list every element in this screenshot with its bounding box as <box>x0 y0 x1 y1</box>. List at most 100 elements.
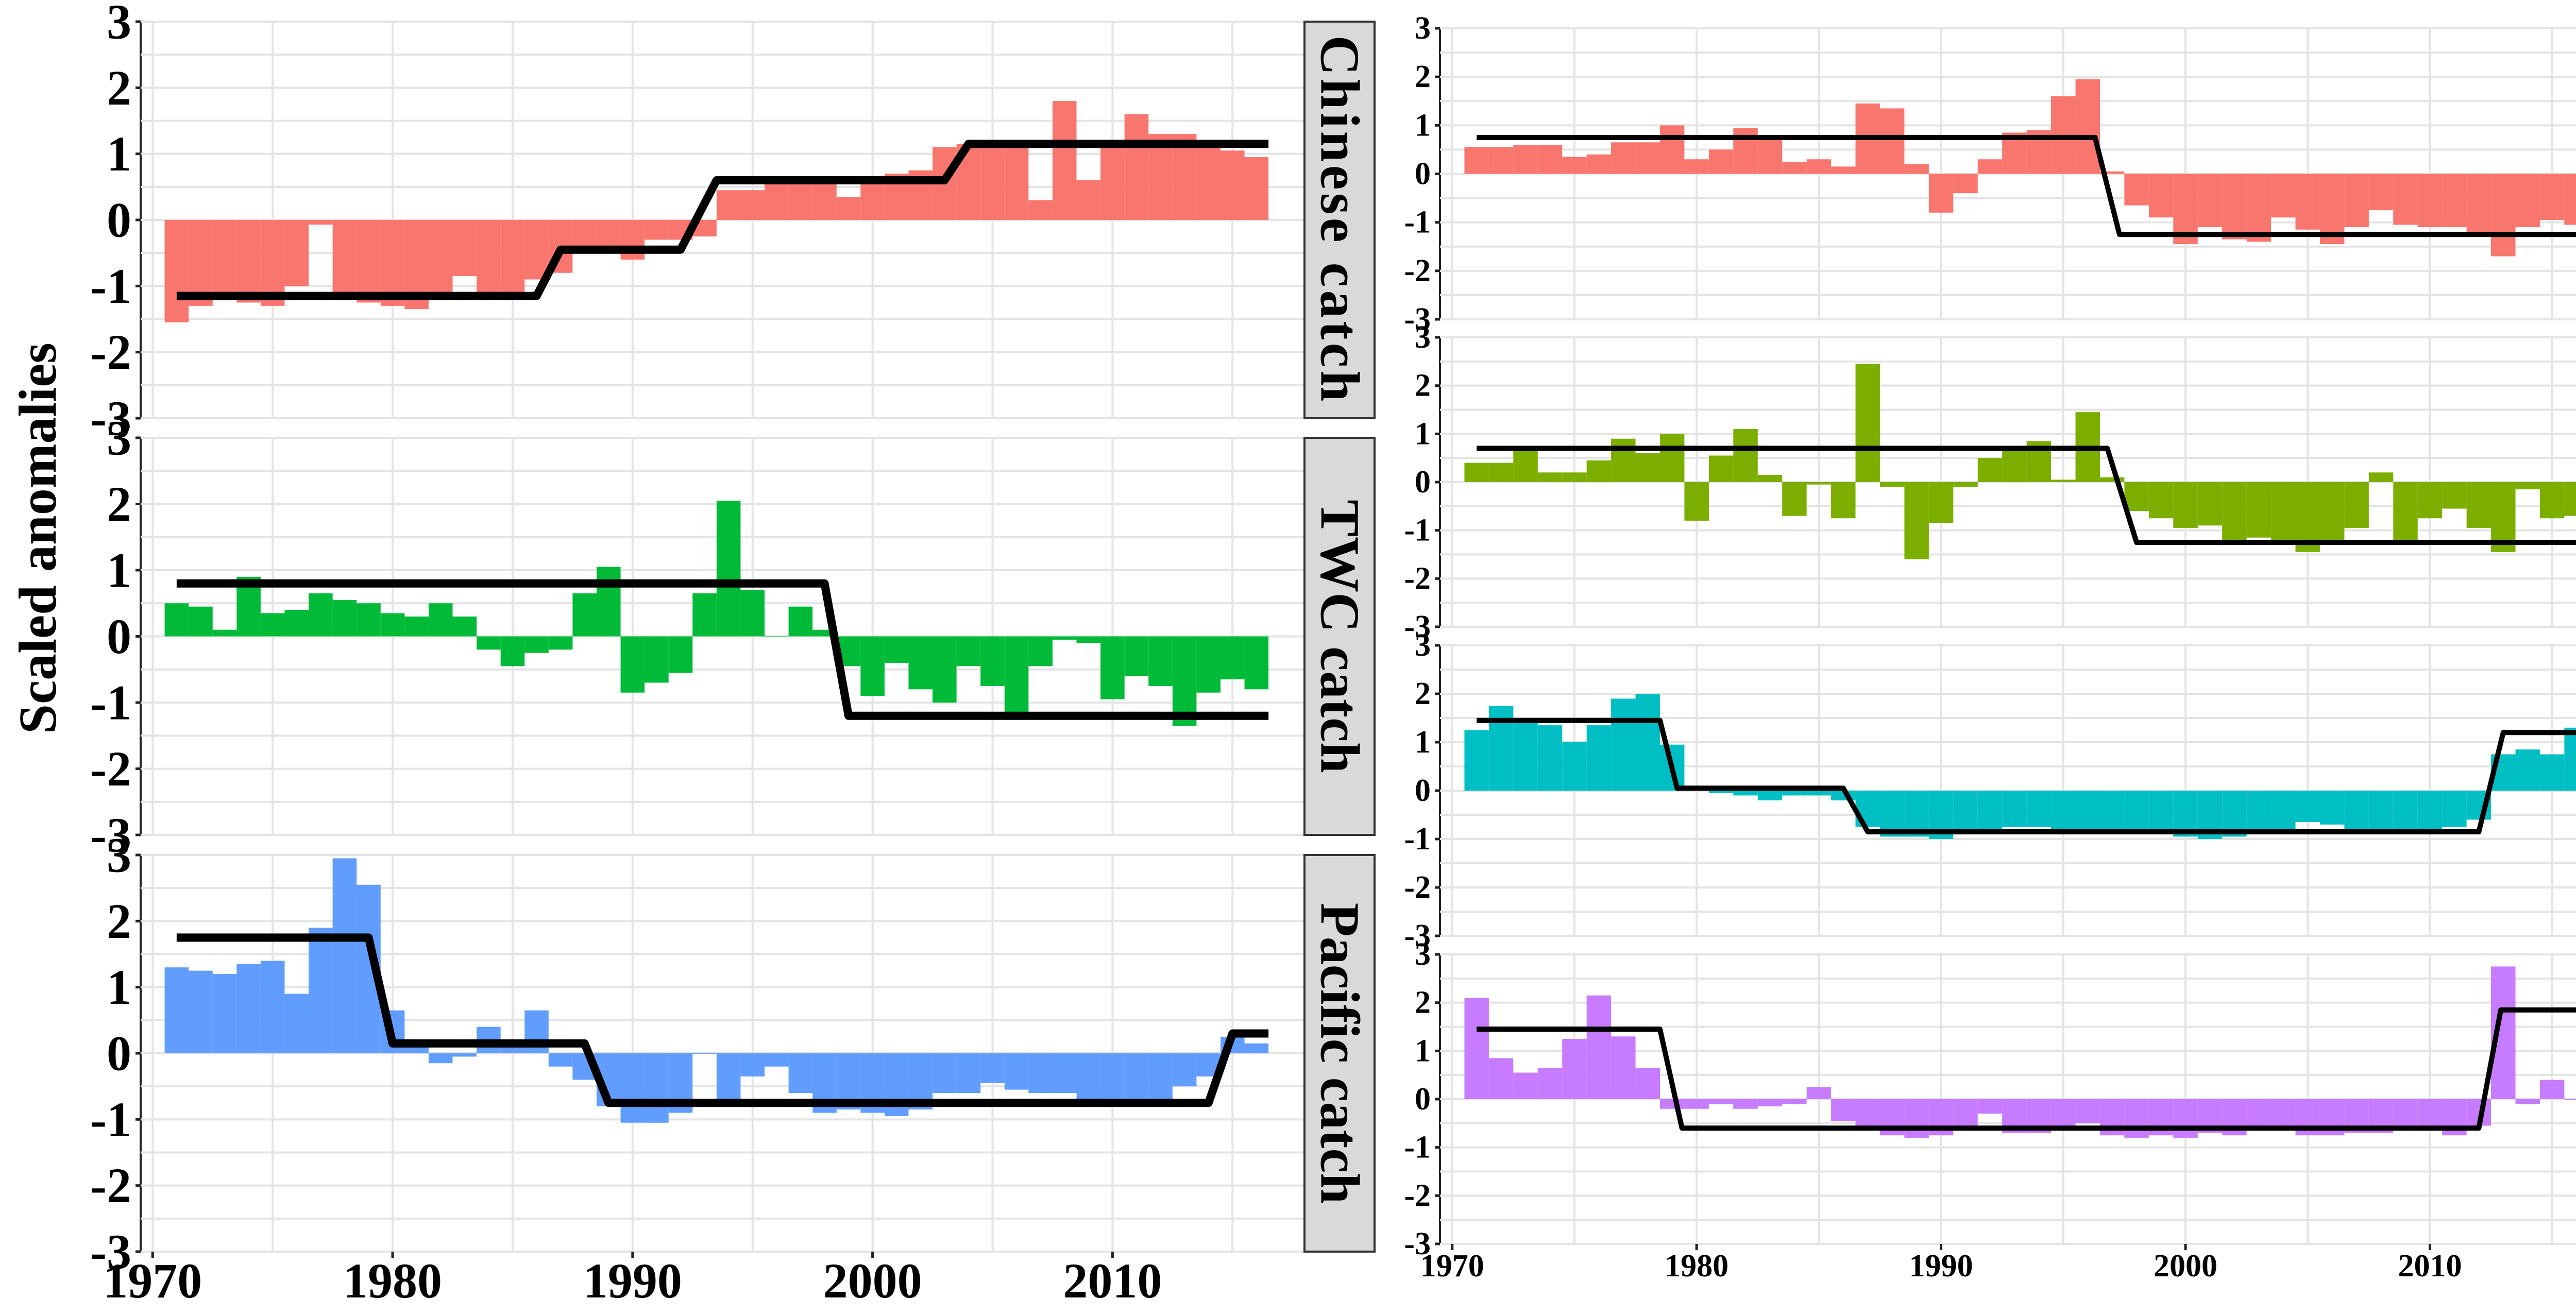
bar <box>2417 174 2443 228</box>
y-tick-label: 3 <box>1415 320 1431 355</box>
bar <box>2099 791 2125 830</box>
bar <box>1562 742 1587 791</box>
bar <box>2491 174 2516 257</box>
panel-5: TWC recruitment3210-1-2-3 <box>1404 320 2576 644</box>
bar <box>572 593 597 637</box>
y-tick-label: -1 <box>1404 822 1431 857</box>
bar <box>1513 451 1538 482</box>
bar <box>1757 474 1783 482</box>
y-tick-label: 3 <box>107 411 131 466</box>
bar <box>2466 482 2492 528</box>
y-tick-label: 2 <box>107 894 131 949</box>
bar <box>836 197 861 220</box>
bar <box>1464 147 1489 174</box>
bar <box>1513 1072 1538 1099</box>
bar <box>428 603 453 637</box>
bar <box>2442 482 2467 509</box>
bar <box>1806 159 1832 174</box>
bar <box>1124 114 1149 220</box>
bar <box>452 220 477 277</box>
panel-strip-label: Chinese catch <box>1309 36 1370 405</box>
bar <box>1244 1043 1269 1053</box>
y-tick-label: 1 <box>1415 725 1431 760</box>
bar <box>1488 1058 1514 1099</box>
bar <box>477 220 501 293</box>
bar <box>2271 1099 2296 1131</box>
bar <box>1464 730 1489 791</box>
panel-2: TWC catch 3 2 1 0 -1 -2 -3 <box>90 411 1376 863</box>
bar <box>1076 1053 1101 1103</box>
bar <box>1488 463 1514 482</box>
bar <box>1708 149 1734 174</box>
bar <box>1904 1099 1929 1138</box>
bar <box>2393 482 2418 543</box>
x-tick-label: 1970 <box>103 1253 202 1308</box>
bar <box>284 610 309 637</box>
y-tick-label: -3 <box>1404 918 1431 953</box>
bar <box>524 636 549 653</box>
bar <box>1806 482 1832 485</box>
bar <box>1052 1053 1077 1093</box>
bar <box>2368 472 2394 482</box>
y-tick-label: 1 <box>107 960 131 1015</box>
bar <box>1052 636 1077 640</box>
y-tick-label: 1 <box>107 543 131 598</box>
bar <box>1196 636 1221 693</box>
bar <box>1904 791 1929 837</box>
bar <box>2246 482 2272 538</box>
x-tick-label: 1990 <box>1909 1249 1973 1284</box>
bar <box>2564 727 2576 791</box>
panel-strip <box>1303 21 1376 419</box>
bar <box>980 1053 1005 1083</box>
y-tick-label: -1 <box>1404 205 1431 240</box>
bar <box>260 613 285 637</box>
bar <box>645 220 669 240</box>
bar <box>2075 791 2100 830</box>
panel-4: TWC biomass3210-1-2-3 <box>1404 11 2576 337</box>
bar <box>933 1053 957 1093</box>
bar <box>309 220 333 225</box>
bar <box>956 1053 981 1093</box>
bar <box>1196 147 1221 220</box>
y-tick-label: -2 <box>90 741 131 796</box>
bar <box>212 629 237 637</box>
x-tick-label: 1980 <box>1665 1249 1728 1284</box>
panel-strip <box>1303 437 1376 836</box>
bar <box>260 220 285 306</box>
bar <box>2515 1099 2540 1104</box>
bar <box>1586 995 1612 1099</box>
bar <box>1904 482 1929 559</box>
bar <box>1757 1099 1783 1107</box>
bar <box>1220 636 1245 680</box>
bar <box>1782 161 1807 174</box>
bar <box>164 220 189 322</box>
bar <box>189 220 213 306</box>
panel-strip-label: Pacific catch <box>1309 903 1370 1204</box>
bar <box>1172 636 1197 726</box>
bar <box>716 190 741 220</box>
bar <box>1806 791 1832 796</box>
bar <box>2246 1099 2272 1131</box>
bar <box>2051 480 2076 482</box>
bar <box>1537 725 1563 791</box>
bar <box>1004 147 1029 220</box>
bar <box>404 616 429 637</box>
bar <box>1879 482 1905 487</box>
bar <box>1953 482 1978 487</box>
y-tick-label: 0 <box>1415 773 1431 808</box>
bar <box>2319 791 2345 825</box>
bar <box>1513 145 1538 174</box>
bar <box>1782 791 1807 796</box>
bar <box>2124 174 2149 206</box>
y-tick-label: 3 <box>1415 11 1431 46</box>
bar <box>2368 791 2394 830</box>
bar <box>1586 154 1612 174</box>
bar <box>2417 482 2443 519</box>
bar <box>2319 482 2345 543</box>
panel-7: Pacific recruitment3210-1-2-319701980199… <box>1404 937 2576 1284</box>
bar <box>236 964 261 1053</box>
bar <box>2148 174 2174 218</box>
panel-6: Pacific biomass3210-1-2-3 <box>1404 628 2576 953</box>
bar <box>357 603 381 637</box>
